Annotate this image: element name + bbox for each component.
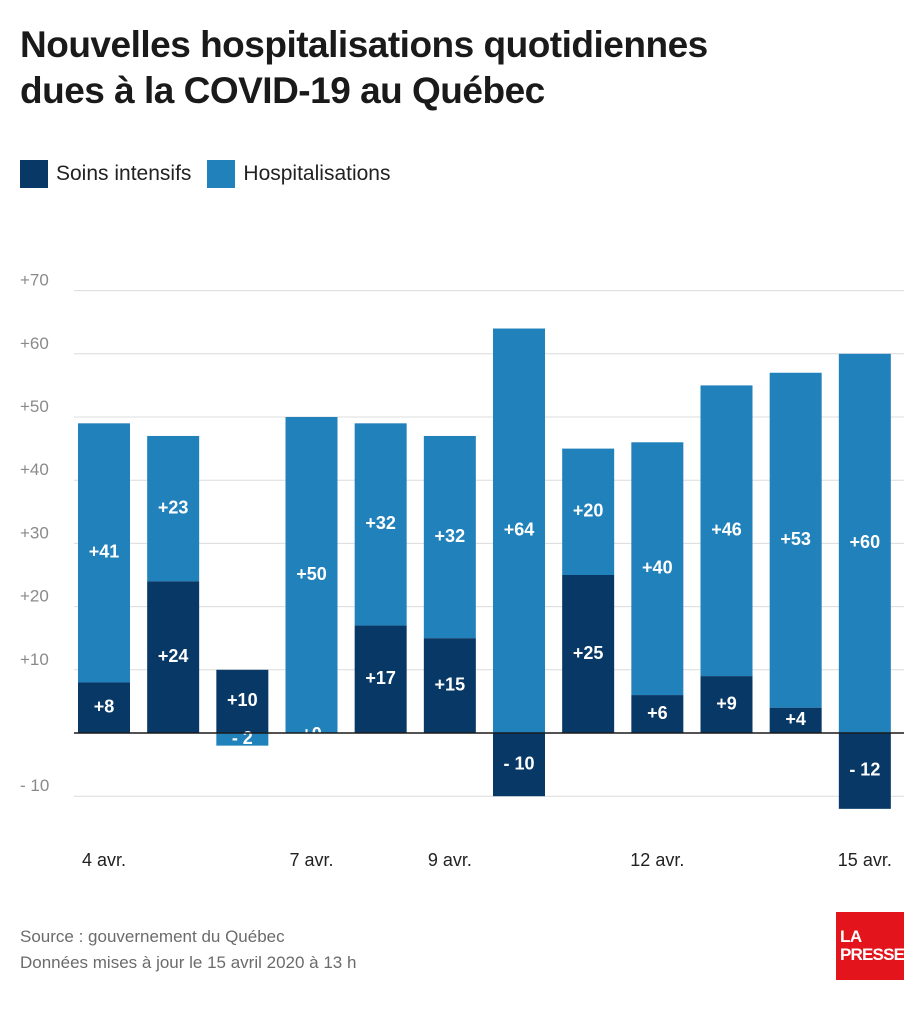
bar-soins-intensifs <box>631 695 684 733</box>
bar-soins-intensifs <box>216 669 269 733</box>
data-label-soins-intensifs: - 12 <box>849 760 880 780</box>
data-label-soins-intensifs: +24 <box>158 646 189 666</box>
data-label-hospitalisations: +64 <box>504 520 535 540</box>
bar-soins-intensifs <box>147 581 200 733</box>
data-label-soins-intensifs: +8 <box>94 696 115 716</box>
bar-soins-intensifs <box>769 707 822 733</box>
y-tick-label: +10 <box>20 650 49 669</box>
x-tick-label: 15 avr. <box>838 850 892 870</box>
bar-soins-intensifs <box>423 638 476 733</box>
data-label-hospitalisations: +41 <box>89 542 120 562</box>
source-note: Source : gouvernement du Québec <box>20 927 285 946</box>
data-label-soins-intensifs: +6 <box>647 703 668 723</box>
data-label-hospitalisations: - 2 <box>232 728 253 748</box>
data-label-hospitalisations: +23 <box>158 497 189 517</box>
legend: Soins intensifs Hospitalisations <box>20 160 406 188</box>
data-label-soins-intensifs: +17 <box>365 668 396 688</box>
bar-hospitalisations <box>354 423 407 626</box>
data-label-hospitalisations: +20 <box>573 501 604 521</box>
bar-soins-intensifs <box>78 682 130 733</box>
y-tick-label: +60 <box>20 334 49 353</box>
chart-title-line2: dues à la COVID-19 au Québec <box>20 70 545 111</box>
update-note: Données mises à jour le 15 avril 2020 à … <box>20 953 357 972</box>
data-label-soins-intensifs: - 10 <box>503 753 534 773</box>
data-label-soins-intensifs: +10 <box>227 690 258 710</box>
legend-item-hospitalisations: Hospitalisations <box>207 160 390 188</box>
y-tick-label: +70 <box>20 271 49 290</box>
bar-hospitalisations <box>631 442 684 696</box>
bar-hospitalisations <box>769 372 822 708</box>
bar-soins-intensifs <box>838 733 891 809</box>
bar-hospitalisations <box>216 733 269 746</box>
y-tick-label: +30 <box>20 523 49 542</box>
data-label-soins-intensifs: +4 <box>785 709 806 729</box>
y-tick-label: - 10 <box>20 776 49 795</box>
bar-hospitalisations <box>700 385 753 677</box>
data-label-hospitalisations: +40 <box>642 557 673 577</box>
bar-soins-intensifs <box>700 676 753 733</box>
data-label-hospitalisations: +46 <box>711 520 742 540</box>
data-label-soins-intensifs: +25 <box>573 643 604 663</box>
legend-swatch-hospitalisations <box>207 160 236 188</box>
data-label-soins-intensifs: +15 <box>435 674 466 694</box>
x-tick-label: 7 avr. <box>289 850 333 870</box>
x-tick-label: 4 avr. <box>82 850 126 870</box>
logo-line2: PRESSE <box>840 945 905 964</box>
legend-label-hospitalisations: Hospitalisations <box>243 162 391 185</box>
data-label-hospitalisations: +60 <box>850 532 881 552</box>
x-tick-label: 12 avr. <box>630 850 684 870</box>
bar-hospitalisations <box>562 448 615 575</box>
bar-hospitalisations <box>493 328 545 733</box>
y-tick-label: +40 <box>20 460 49 479</box>
legend-swatch-soins-intensifs <box>20 160 48 188</box>
data-label-hospitalisations: +50 <box>296 564 327 584</box>
bar-hospitalisations <box>147 435 200 582</box>
bar-soins-intensifs <box>493 733 545 797</box>
bar-hospitalisations <box>78 423 130 683</box>
logo-line1: LA <box>840 927 862 946</box>
data-label-hospitalisations: +32 <box>365 513 396 533</box>
y-tick-label: +20 <box>20 587 49 606</box>
x-tick-label: 9 avr. <box>428 850 472 870</box>
bar-hospitalisations <box>423 435 476 639</box>
legend-label-soins-intensifs: Soins intensifs <box>56 162 192 185</box>
data-label-hospitalisations: +53 <box>780 529 811 549</box>
bar-hospitalisations <box>285 417 338 733</box>
legend-item-soins-intensifs: Soins intensifs <box>20 160 191 188</box>
la-presse-logo: LA PRESSE <box>836 912 905 980</box>
chart-title: Nouvelles hospitalisations quotidiennes … <box>20 22 900 114</box>
bar-chart: +70 +60 +50 +40 +30 +20 +10 - 10 +8 +41 4 avr. +24 +… <box>20 271 904 870</box>
footer: Source : gouvernement du Québec Données … <box>20 924 356 976</box>
y-tick-label: +50 <box>20 397 49 416</box>
data-label-hospitalisations: +32 <box>435 526 466 546</box>
bar-hospitalisations <box>838 353 891 733</box>
chart-title-line1: Nouvelles hospitalisations quotidiennes <box>20 24 708 65</box>
data-label-soins-intensifs: +9 <box>716 693 737 713</box>
bar-soins-intensifs <box>354 625 407 733</box>
bar-soins-intensifs <box>562 575 615 733</box>
